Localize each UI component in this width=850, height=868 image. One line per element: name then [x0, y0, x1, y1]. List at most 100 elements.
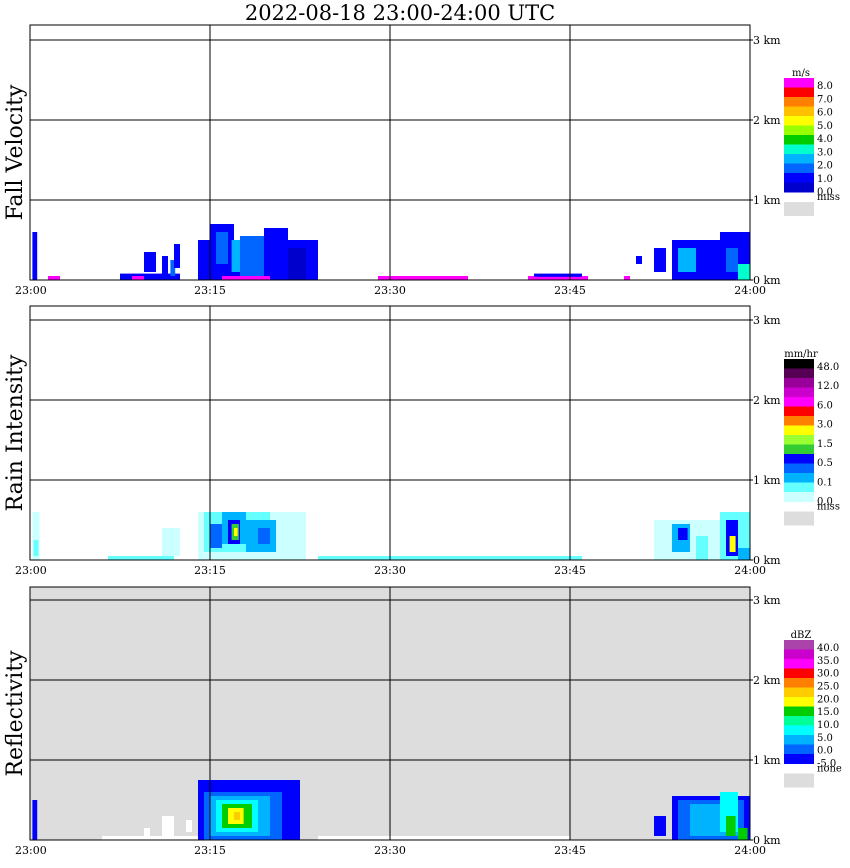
data-cell: [636, 256, 642, 264]
colorbar-label: 0.0: [817, 187, 833, 198]
data-cell: [288, 248, 306, 280]
x-tick-label: 23:30: [374, 844, 406, 857]
x-tick-label: 23:00: [15, 844, 47, 857]
colorbar-label: 0.1: [817, 477, 833, 488]
data-cell: [738, 264, 750, 280]
y-tick-label: 0 km: [753, 834, 781, 847]
colorbar-swatch: [784, 359, 814, 369]
data-cell: [174, 244, 180, 268]
data-cell: [726, 248, 738, 272]
y-axis-label: Reflectivity: [3, 650, 28, 777]
colorbar-unit: m/s: [792, 68, 810, 79]
data-cell: [32, 800, 38, 840]
colorbar-label: 15.0: [817, 707, 839, 718]
data-cell: [240, 236, 264, 280]
data-cell: [654, 816, 666, 836]
colorbar-swatch: [784, 425, 814, 436]
colorbar-swatch: [784, 706, 814, 717]
colorbar-missing-swatch: [784, 202, 814, 216]
colorbar-swatch: [784, 482, 814, 493]
panel-2: 23:00 23:15 23:30 23:45 24:000 km 1 km 2 km 3 k…: [3, 305, 840, 577]
data-cell: [678, 248, 696, 272]
x-tick-label: 24:00: [734, 284, 766, 297]
plot-frame: [29, 586, 751, 841]
colorbar-swatch: [784, 454, 814, 464]
data-cell: [318, 556, 582, 560]
data-cell: [258, 528, 270, 544]
colorbar-swatch: [784, 387, 814, 398]
colorbar-label: 8.0: [817, 81, 833, 92]
colorbar-swatch: [784, 754, 814, 764]
data-cell: [222, 276, 270, 280]
colorbar-swatch: [784, 744, 814, 755]
colorbar-unit: mm/hr: [784, 349, 818, 360]
y-tick-label: 3 km: [753, 594, 781, 607]
colorbar-swatch: [784, 473, 814, 483]
colorbar-swatch: [784, 463, 814, 474]
colorbar-label: 0.0: [817, 497, 833, 508]
y-axis-label: Rain Intensity: [3, 354, 28, 511]
data-cell: [231, 240, 240, 272]
data-cell: [234, 528, 238, 536]
y-axis-label: Fall Velocity: [3, 84, 28, 220]
data-cell: [654, 248, 666, 272]
colorbar-label: 6.0: [817, 400, 833, 411]
x-tick-label: 23:15: [194, 564, 226, 577]
colorbar-swatch: [784, 416, 814, 426]
colorbar-label: 30.0: [817, 669, 839, 680]
y-tick-label: 0 km: [753, 274, 781, 287]
colorbar-label: 0.5: [817, 458, 833, 469]
data-cell: [32, 512, 40, 560]
colorbar-label: 10.0: [817, 720, 839, 731]
plot-frame: [29, 24, 751, 281]
y-tick-label: 3 km: [753, 34, 781, 47]
colorbar-swatch: [784, 135, 814, 145]
colorbar-swatch: [784, 116, 814, 126]
data-cell: [216, 232, 228, 264]
data-cell: [729, 536, 736, 552]
colorbar-swatch: [784, 687, 814, 698]
colorbar-swatch: [784, 106, 814, 117]
colorbar-swatch: [784, 144, 814, 155]
data-cell: [738, 828, 748, 840]
colorbar-swatch: [784, 444, 814, 455]
data-cell: [48, 276, 60, 280]
colorbar-swatch: [784, 78, 814, 88]
colorbar-swatch: [784, 163, 814, 174]
colorbar-label: 1.5: [817, 439, 833, 450]
colorbar-swatch: [784, 716, 814, 726]
colorbar-missing-swatch: [784, 773, 814, 788]
colorbar-swatch: [784, 649, 814, 660]
colorbar-swatch: [784, 368, 814, 379]
panel-3: 23:00 23:15 23:30 23:45 24:000 km 1 km 2 km 3 k…: [3, 586, 842, 857]
data-cell: [738, 548, 750, 560]
x-tick-label: 23:15: [194, 284, 226, 297]
data-cell: [534, 273, 582, 277]
colorbar-label: 40.0: [817, 643, 839, 654]
data-cell: [33, 540, 39, 556]
colorbar-swatch: [784, 97, 814, 107]
data-cell: [120, 273, 180, 280]
plot-frame: [29, 305, 751, 561]
x-tick-label: 24:00: [734, 564, 766, 577]
x-tick-label: 23:30: [374, 564, 406, 577]
y-tick-label: 1 km: [753, 754, 781, 767]
data-cell: [378, 276, 468, 280]
colorbar-missing-swatch: [784, 511, 814, 526]
chart-title: 2022-08-18 23:00-24:00 UTC: [244, 1, 556, 25]
x-tick-label: 23:00: [15, 564, 47, 577]
x-tick-label: 23:15: [194, 844, 226, 857]
y-tick-label: 1 km: [753, 194, 781, 207]
colorbar-swatch: [784, 697, 814, 707]
colorbar-label: 20.0: [817, 694, 839, 705]
y-tick-label: 2 km: [753, 674, 781, 687]
data-cell: [186, 820, 192, 832]
colorbar-label: 3.0: [817, 420, 833, 431]
x-tick-label: 23:45: [554, 844, 586, 857]
colorbar-label: 1.0: [817, 174, 833, 185]
x-tick-label: 23:45: [554, 564, 586, 577]
colorbar-label: 4.0: [817, 134, 833, 145]
colorbar-missing-label: miss: [817, 192, 840, 203]
data-cell: [144, 252, 156, 272]
